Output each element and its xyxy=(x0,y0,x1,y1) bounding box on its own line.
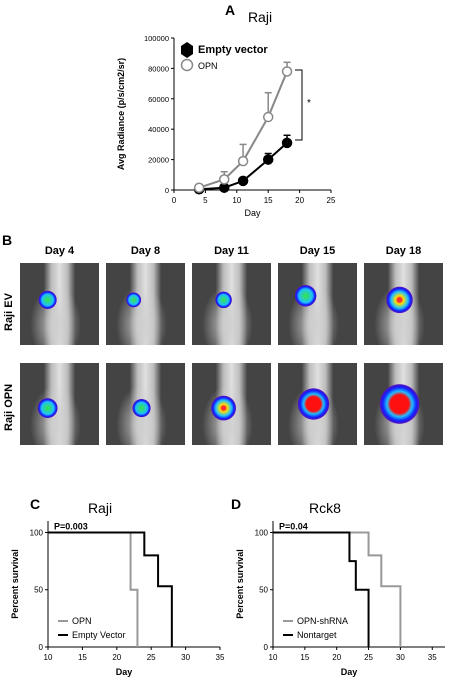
bioluminescence-image xyxy=(278,263,357,345)
y-tick-label: 0 xyxy=(165,186,169,195)
day-label: Day 4 xyxy=(44,245,75,257)
survival-curve-1 xyxy=(48,531,173,647)
chart-d-survival-rck8: Rck8 0 50 100 10 15 20 25 30 35 Day Percent surviva… xyxy=(235,500,445,677)
x-tick-label: 10 xyxy=(232,196,241,205)
data-point xyxy=(262,154,274,165)
y-tick-label: 0 xyxy=(264,643,269,652)
x-tick-label: 15 xyxy=(300,653,309,662)
data-point xyxy=(262,111,274,123)
y-tick-label: 100 xyxy=(255,528,269,537)
legend-label: OPN xyxy=(72,616,92,626)
bioluminescence-image xyxy=(364,263,443,345)
panel-letter-a: A xyxy=(225,2,236,18)
x-axis-label: Day xyxy=(244,208,261,218)
x-tick-label: 15 xyxy=(264,196,273,205)
y-axis-label: Avg Radiance (p/s/cm2/sr) xyxy=(116,58,126,170)
y-tick-label: 50 xyxy=(34,586,43,595)
panel-letter-d: D xyxy=(231,496,242,512)
chart-c-survival-raji: Raji 0 50 100 10 15 20 25 30 35 Day Percent surviva… xyxy=(10,500,225,677)
p-value: P=0.04 xyxy=(279,521,308,531)
legend-label: Nontarget xyxy=(297,630,337,640)
chart-a-title: Raji xyxy=(248,9,272,25)
significance-marker: * xyxy=(307,98,311,109)
panel-letter-b: B xyxy=(2,232,13,248)
x-tick-label: 10 xyxy=(44,653,53,662)
bioluminescence-image xyxy=(192,263,271,345)
bioluminescence-image xyxy=(192,363,271,445)
x-tick-label: 25 xyxy=(364,653,373,662)
x-tick-label: 15 xyxy=(78,653,87,662)
day-label: Day 8 xyxy=(130,245,161,257)
legend-label: Empty Vector xyxy=(72,630,126,640)
x-tick-label: 0 xyxy=(172,196,177,205)
x-axis-label: Day xyxy=(341,667,358,677)
y-axis-label: Percent survival xyxy=(10,549,20,619)
y-tick-label: 80000 xyxy=(148,64,169,73)
legend-label: OPN-shRNA xyxy=(297,616,348,626)
data-point xyxy=(218,174,230,185)
y-tick-label: 100000 xyxy=(144,34,169,43)
x-tick-label: 5 xyxy=(203,196,208,205)
legend-marker-empty-vector xyxy=(181,42,193,58)
x-tick-label: 30 xyxy=(396,653,405,662)
bioluminescence-image xyxy=(20,363,99,445)
bioluminescence-image xyxy=(106,363,185,445)
significance-bracket xyxy=(295,69,303,141)
data-point xyxy=(281,137,293,149)
series-line-1 xyxy=(198,71,288,189)
legend-label: OPN xyxy=(198,61,218,71)
bioluminescence-image xyxy=(278,363,357,445)
x-tick-label: 30 xyxy=(181,653,190,662)
survival-curve-1 xyxy=(273,531,370,647)
day-label: Day 11 xyxy=(214,245,249,257)
legend-marker-opn xyxy=(180,58,194,72)
day-label: Day 15 xyxy=(299,245,336,257)
x-axis-label: Day xyxy=(116,667,133,677)
data-point xyxy=(237,155,249,167)
y-tick-label: 50 xyxy=(259,586,268,595)
row-label: Raji OPN xyxy=(3,383,15,431)
legend-label: Empty vector xyxy=(198,44,268,56)
bioluminescence-image xyxy=(20,263,99,345)
x-tick-label: 35 xyxy=(216,653,225,662)
x-tick-label: 25 xyxy=(147,653,156,662)
x-tick-label: 20 xyxy=(112,653,121,662)
x-tick-label: 25 xyxy=(327,196,336,205)
bioluminescence-image xyxy=(364,363,443,445)
day-label: Day 18 xyxy=(385,245,422,257)
y-tick-label: 40000 xyxy=(148,125,169,134)
panel-letter-c: C xyxy=(30,496,41,512)
x-tick-label: 35 xyxy=(428,653,437,662)
x-tick-label: 20 xyxy=(332,653,341,662)
data-point xyxy=(193,182,205,193)
x-tick-label: 10 xyxy=(269,653,278,662)
data-point xyxy=(237,175,249,187)
data-point xyxy=(281,66,293,77)
chart-title: Rck8 xyxy=(309,500,341,516)
y-tick-label: 20000 xyxy=(148,156,169,165)
bioluminescence-image xyxy=(106,263,185,345)
y-tick-label: 60000 xyxy=(148,95,169,104)
chart-a-radiance: Raji 0 20000 40000 60000 80000 100000 0 5 10 15 20 2… xyxy=(116,9,336,218)
y-tick-label: 0 xyxy=(39,643,44,652)
y-axis-label: Percent survival xyxy=(235,549,245,619)
chart-title: Raji xyxy=(88,500,112,516)
x-tick-label: 20 xyxy=(295,196,304,205)
p-value: P=0.003 xyxy=(54,521,88,531)
survival-curve-0 xyxy=(273,531,402,647)
y-tick-label: 100 xyxy=(30,528,44,537)
row-label: Raji EV xyxy=(3,293,15,331)
